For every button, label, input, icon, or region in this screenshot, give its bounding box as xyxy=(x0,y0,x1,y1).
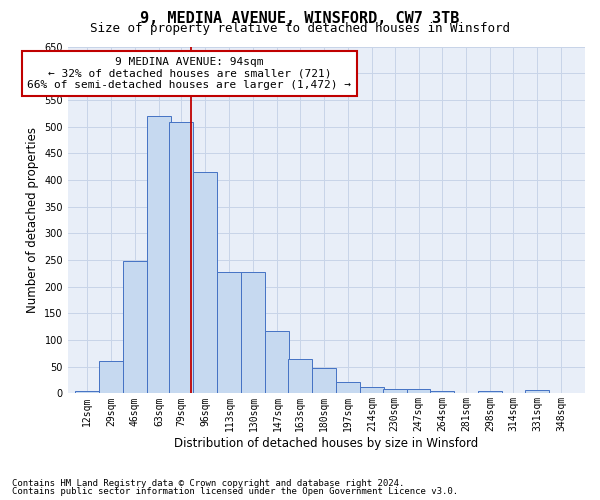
Bar xyxy=(75,390,99,394)
Bar xyxy=(241,272,265,394)
Bar xyxy=(312,368,336,394)
Bar xyxy=(336,382,360,394)
Text: Contains HM Land Registry data © Crown copyright and database right 2024.: Contains HM Land Registry data © Crown c… xyxy=(12,480,404,488)
X-axis label: Distribution of detached houses by size in Winsford: Distribution of detached houses by size … xyxy=(174,437,478,450)
Bar xyxy=(217,272,241,394)
Text: 9, MEDINA AVENUE, WINSFORD, CW7 3TB: 9, MEDINA AVENUE, WINSFORD, CW7 3TB xyxy=(140,11,460,26)
Y-axis label: Number of detached properties: Number of detached properties xyxy=(26,127,38,313)
Text: Size of property relative to detached houses in Winsford: Size of property relative to detached ho… xyxy=(90,22,510,35)
Bar xyxy=(265,331,289,394)
Bar xyxy=(360,387,384,394)
Bar xyxy=(123,261,147,394)
Text: Contains public sector information licensed under the Open Government Licence v3: Contains public sector information licen… xyxy=(12,488,458,496)
Bar xyxy=(383,388,407,394)
Bar xyxy=(430,390,454,394)
Bar xyxy=(193,172,217,394)
Bar xyxy=(525,390,549,394)
Text: 9 MEDINA AVENUE: 94sqm
← 32% of detached houses are smaller (721)
66% of semi-de: 9 MEDINA AVENUE: 94sqm ← 32% of detached… xyxy=(27,57,351,90)
Bar xyxy=(478,390,502,394)
Bar xyxy=(407,388,430,394)
Bar xyxy=(99,362,123,394)
Bar xyxy=(169,122,193,394)
Bar xyxy=(147,116,171,394)
Bar xyxy=(288,358,312,394)
